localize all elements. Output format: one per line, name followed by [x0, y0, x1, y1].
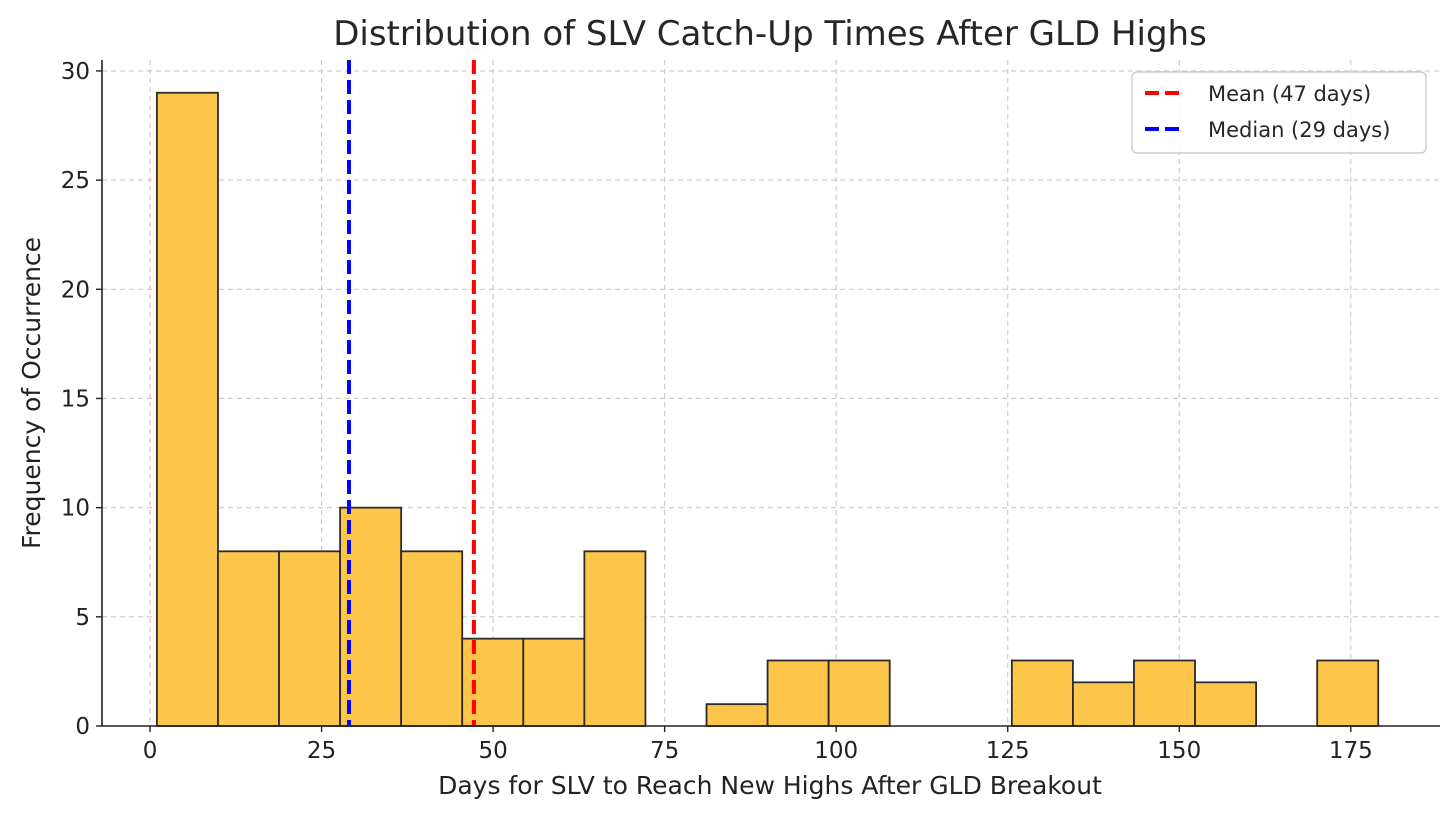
y-tick-label: 15	[61, 386, 90, 412]
legend-mean-label: Mean (47 days)	[1208, 82, 1371, 106]
legend: Mean (47 days) Median (29 days)	[1131, 71, 1427, 154]
x-tick-label: 50	[478, 738, 507, 764]
histogram-bar	[705, 703, 769, 727]
x-tick-label: 75	[650, 738, 679, 764]
y-tick-label: 25	[61, 168, 90, 194]
histogram-bar	[827, 659, 891, 727]
x-tick-label: 0	[143, 738, 158, 764]
histogram-bar	[1133, 659, 1196, 727]
x-tick-label: 25	[307, 738, 336, 764]
legend-median-label: Median (29 days)	[1208, 118, 1390, 142]
y-tick-label: 30	[61, 59, 90, 85]
chart-title: Distribution of SLV Catch-Up Times After…	[333, 14, 1207, 54]
y-axis-ticks: 0 5 10 15 20 25 30	[61, 59, 102, 740]
histogram-bar	[1010, 659, 1074, 727]
y-tick-label: 0	[75, 714, 90, 740]
histogram-bar	[1316, 659, 1380, 727]
histogram-bar	[461, 637, 525, 727]
y-tick-label: 20	[61, 277, 90, 303]
x-axis-ticks: 0 25 50 75 100 125 150 175	[143, 726, 1373, 764]
histogram-bar	[1072, 681, 1135, 727]
histogram-bar	[278, 550, 341, 727]
x-tick-label: 175	[1329, 738, 1373, 764]
histogram-bar	[217, 550, 280, 727]
x-tick-label: 100	[814, 738, 858, 764]
histogram-bar	[522, 637, 586, 727]
histogram-bar	[1194, 681, 1258, 727]
histogram-bar	[766, 659, 830, 727]
histogram-bar	[400, 550, 464, 727]
axes	[101, 60, 1440, 727]
x-axis-title: Days for SLV to Reach New Highs After GL…	[438, 771, 1102, 800]
x-tick-label: 150	[1157, 738, 1201, 764]
histogram-bar	[155, 91, 219, 727]
reference-lines	[347, 60, 476, 726]
histogram-bar	[583, 550, 647, 727]
legend-box	[1131, 71, 1427, 154]
x-tick-label: 125	[986, 738, 1030, 764]
y-tick-label: 10	[61, 496, 90, 522]
y-tick-label: 5	[75, 605, 90, 631]
y-axis-title: Frequency of Occurrence	[17, 237, 46, 549]
